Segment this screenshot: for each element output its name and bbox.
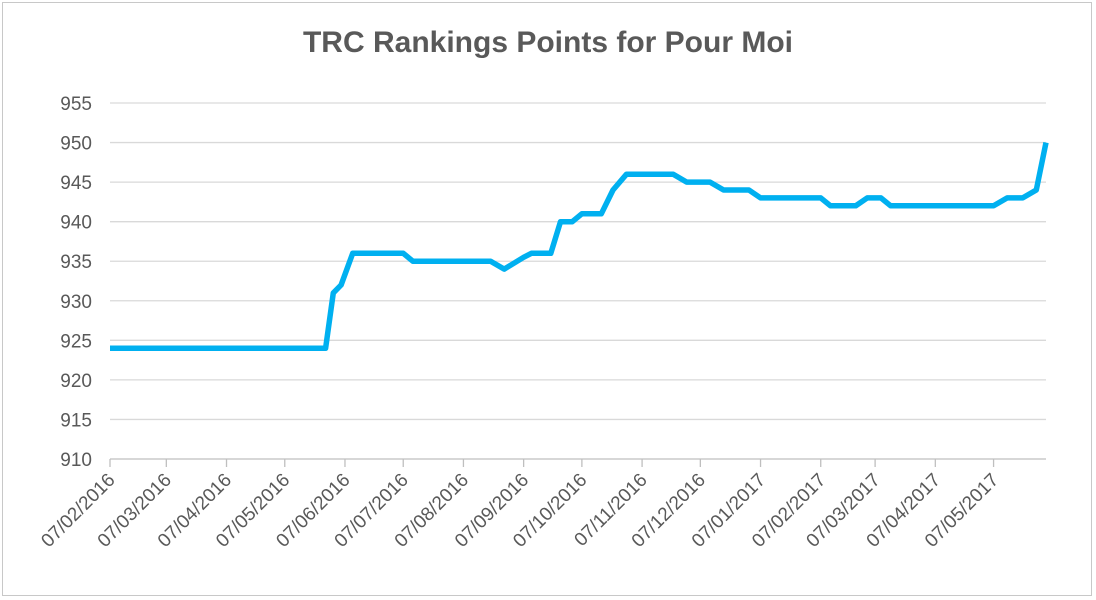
series-group (110, 142, 1049, 351)
y-tick-label: 920 (60, 371, 92, 392)
y-tick-label: 925 (60, 331, 92, 352)
y-tick-label: 910 (60, 450, 92, 471)
y-tick-label: 935 (60, 252, 92, 273)
y-tick-label: 940 (60, 213, 92, 234)
x-axis: 07/02/201607/03/201607/04/201607/05/2016… (37, 459, 1003, 552)
y-tick-label: 945 (60, 173, 92, 194)
y-axis: 910 915 920 925 930 935 940 945 950 955 (60, 94, 92, 471)
gridlines (110, 102, 1046, 460)
y-tick-label: 950 (60, 134, 92, 155)
y-tick-label: 930 (60, 292, 92, 313)
y-tick-label: 955 (60, 94, 92, 115)
chart-title: TRC Rankings Points for Pour Moi (302, 26, 793, 59)
y-tick-label: 915 (60, 410, 92, 431)
series-line (110, 142, 1049, 351)
